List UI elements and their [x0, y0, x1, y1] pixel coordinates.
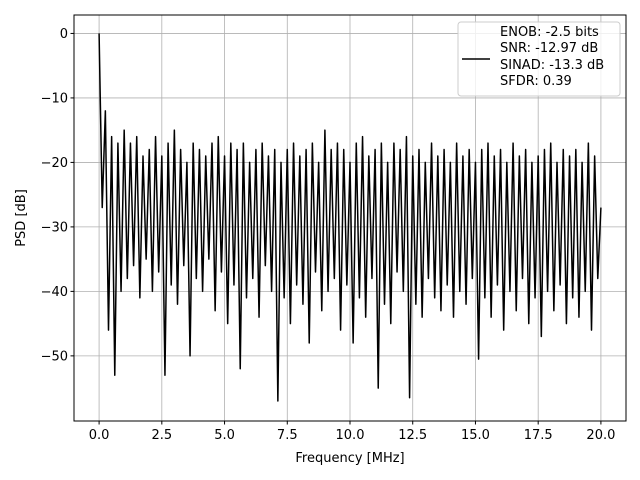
ticks: 0.0 2.5 5.0 7.5 10.0 12.5 15.0 17.5 20.0 −50 −40 −3…: [41, 27, 616, 443]
y-tick-label: −50: [41, 349, 68, 364]
legend-label: ENOB: -2.5 bits SNR: -12.97 dB SINAD: -1…: [500, 25, 605, 89]
x-tick-label: 0.0: [89, 428, 110, 443]
x-tick-label: 15.0: [461, 428, 490, 443]
y-tick-label: −10: [41, 91, 68, 106]
y-tick-label: −30: [41, 220, 68, 235]
x-tick-label: 2.5: [151, 428, 172, 443]
plot: [98, 33, 602, 402]
x-tick-label: 5.0: [214, 428, 235, 443]
x-tick-label: 10.0: [336, 428, 365, 443]
legend: ENOB: -2.5 bits SNR: -12.97 dB SINAD: -1…: [457, 21, 621, 97]
x-tick-label: 20.0: [586, 428, 615, 443]
x-tick-label: 17.5: [524, 428, 553, 443]
psd-line: [98, 33, 602, 402]
x-tick-label: 7.5: [277, 428, 298, 443]
x-axis-label: Frequency [MHz]: [295, 451, 404, 466]
y-tick-label: −20: [41, 156, 68, 171]
y-tick-label: 0: [60, 27, 68, 42]
x-tick-label: 12.5: [398, 428, 427, 443]
y-tick-label: −40: [41, 285, 68, 300]
legend-box: [457, 21, 621, 97]
legend-entry: ENOB: -2.5 bits SNR: -12.97 dB SINAD: -1…: [500, 25, 605, 89]
y-axis-label: PSD [dB]: [14, 189, 29, 247]
